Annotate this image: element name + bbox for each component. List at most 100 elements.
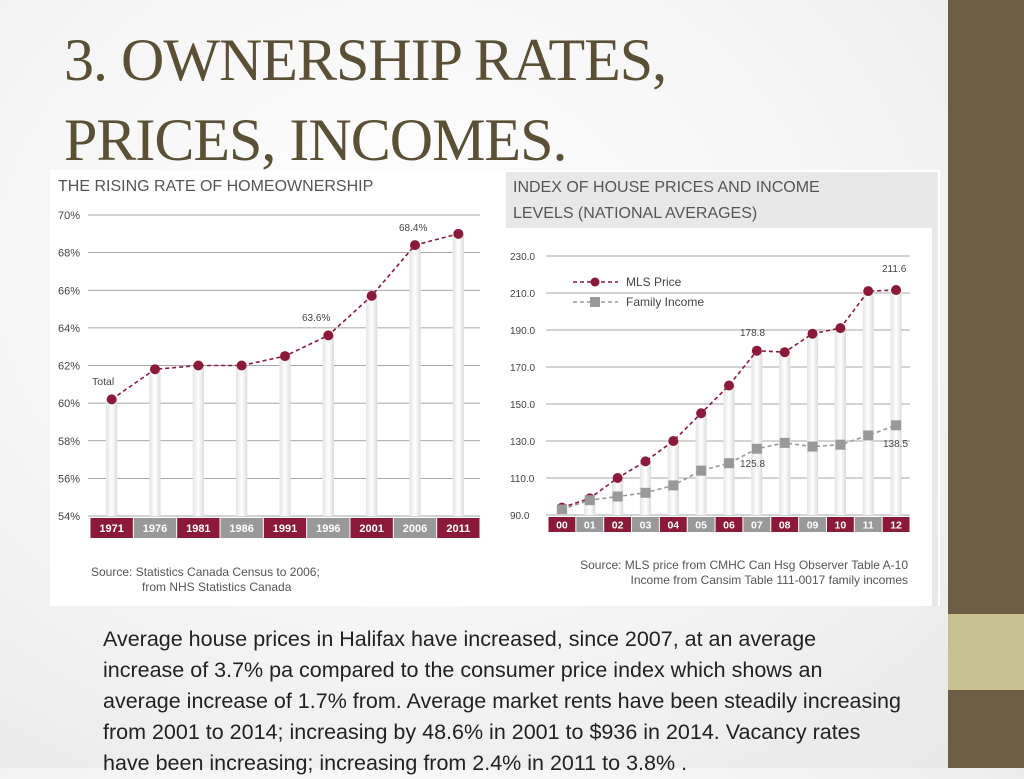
data-point — [193, 360, 204, 371]
x-tick-label: 2006 — [403, 523, 427, 535]
x-tick-box — [659, 517, 687, 532]
x-tick-label: 12 — [890, 520, 902, 532]
y-tick-label: 62% — [58, 361, 80, 373]
column — [779, 352, 791, 515]
y-tick-label: 66% — [58, 285, 80, 297]
column — [751, 350, 763, 515]
x-tick-label: 09 — [807, 520, 819, 532]
column — [667, 441, 679, 515]
slide-title-line1: 3. OWNERSHIP RATES, — [64, 27, 667, 93]
left-series-label: Total — [92, 376, 114, 388]
left-source-line1: Source: Statistics Canada Census to 2006… — [91, 565, 320, 579]
x-tick-box — [799, 517, 826, 532]
x-tick-box — [882, 517, 910, 532]
right-chart-title-line2: LEVELS (NATIONAL AVERAGES) — [513, 205, 757, 222]
column — [279, 356, 291, 516]
left-annotation-68-4: 68.4% — [399, 223, 427, 234]
x-tick-label: 00 — [556, 520, 568, 532]
column — [366, 295, 378, 516]
data-point — [584, 495, 595, 506]
right-annotation-125-8: 125.8 — [740, 459, 765, 470]
x-tick-box — [263, 518, 307, 538]
left-chart-line — [106, 228, 464, 405]
data-point — [612, 473, 623, 483]
x-tick-box — [548, 517, 576, 532]
y-tick-label: 210.0 — [510, 289, 535, 300]
x-tick-box — [393, 518, 437, 538]
charts-figure: THE RISING RATE OF HOMEOWNERSHIP 70% 68% 6… — [50, 170, 940, 606]
x-tick-label: 07 — [751, 520, 763, 532]
right-chart-title-line1: INDEX OF HOUSE PRICES AND INCOME — [513, 179, 820, 196]
data-point — [835, 439, 846, 450]
y-tick-label: 58% — [58, 436, 80, 448]
column — [409, 245, 421, 516]
right-source-line2: Income from Cansim Table 111-0017 family… — [631, 573, 908, 587]
left-chart-x-axis: 1971 1976 1981 1986 1991 1996 2001 2006 2011 — [90, 518, 480, 538]
x-tick-box — [632, 517, 659, 532]
right-source-line1: Source: MLS price from CMHC Can Hsg Obse… — [580, 558, 908, 572]
right-chart-y-axis: 230.0 210.0 190.0 170.0 150.0 130.0 110.0 90.0 — [510, 252, 535, 522]
x-tick-label: 1971 — [99, 523, 123, 535]
legend-mls-label: MLS Price — [626, 275, 682, 289]
y-tick-label: 68% — [58, 248, 80, 260]
y-tick-label: 60% — [58, 398, 80, 410]
x-tick-box — [350, 518, 393, 538]
column — [149, 369, 161, 516]
x-tick-box — [743, 517, 771, 532]
data-point — [863, 430, 874, 441]
data-point — [453, 228, 464, 239]
slide-title: 3. OWNERSHIP RATES, PRICES, INCOMES. — [64, 20, 924, 180]
data-point — [835, 323, 846, 334]
charts-svg: THE RISING RATE OF HOMEOWNERSHIP 70% 68% 6… — [58, 172, 938, 606]
x-tick-label: 08 — [779, 520, 791, 532]
x-tick-box — [826, 517, 854, 532]
y-tick-label: 230.0 — [510, 252, 535, 263]
column — [584, 498, 596, 515]
legend-income-label: Family Income — [626, 295, 704, 309]
data-point — [366, 290, 377, 301]
column — [806, 333, 819, 515]
data-point — [323, 330, 334, 341]
data-point — [280, 351, 290, 362]
y-tick-label: 190.0 — [510, 326, 535, 337]
body-paragraph: Average house prices in Halifax have inc… — [103, 627, 901, 775]
left-chart-y-axis: 70% 68% 66% 64% 62% 60% 58% 56% 54% — [58, 210, 80, 523]
x-tick-box — [177, 518, 220, 538]
right-chart-income-line — [556, 420, 902, 515]
column — [890, 290, 902, 515]
x-tick-label: 11 — [863, 520, 874, 532]
x-tick-label: 06 — [723, 520, 735, 532]
y-tick-label: 110.0 — [510, 474, 535, 485]
y-tick-label: 150.0 — [510, 400, 535, 411]
data-point — [891, 420, 902, 431]
x-tick-label: 02 — [612, 520, 624, 532]
x-tick-box — [687, 517, 715, 532]
right-chart-gridlines — [546, 255, 910, 516]
left-chart-columns — [106, 233, 464, 516]
right-title-band — [506, 172, 938, 228]
x-tick-box — [771, 517, 799, 532]
left-chart-title: THE RISING RATE OF HOMEOWNERSHIP — [58, 178, 373, 195]
x-tick-label: 03 — [640, 520, 652, 532]
column — [452, 233, 464, 516]
x-tick-label: 1991 — [273, 523, 297, 535]
data-point — [612, 491, 623, 502]
data-point — [668, 436, 679, 446]
data-point — [779, 347, 790, 358]
right-chart-legend: MLS Price Family Income — [573, 275, 704, 309]
x-tick-label: 1986 — [229, 523, 253, 535]
column — [236, 365, 248, 516]
column — [192, 365, 204, 516]
column — [723, 385, 735, 515]
data-point — [724, 458, 734, 469]
x-tick-label: 2011 — [446, 523, 470, 535]
y-tick-label: 56% — [58, 473, 80, 485]
data-point — [410, 240, 420, 251]
right-border-strip — [932, 228, 938, 606]
data-point — [696, 408, 707, 419]
data-point — [556, 504, 567, 515]
y-tick-label: 54% — [58, 511, 80, 523]
right-chart-columns — [556, 290, 902, 515]
x-tick-box — [133, 518, 177, 538]
data-point — [807, 441, 818, 452]
